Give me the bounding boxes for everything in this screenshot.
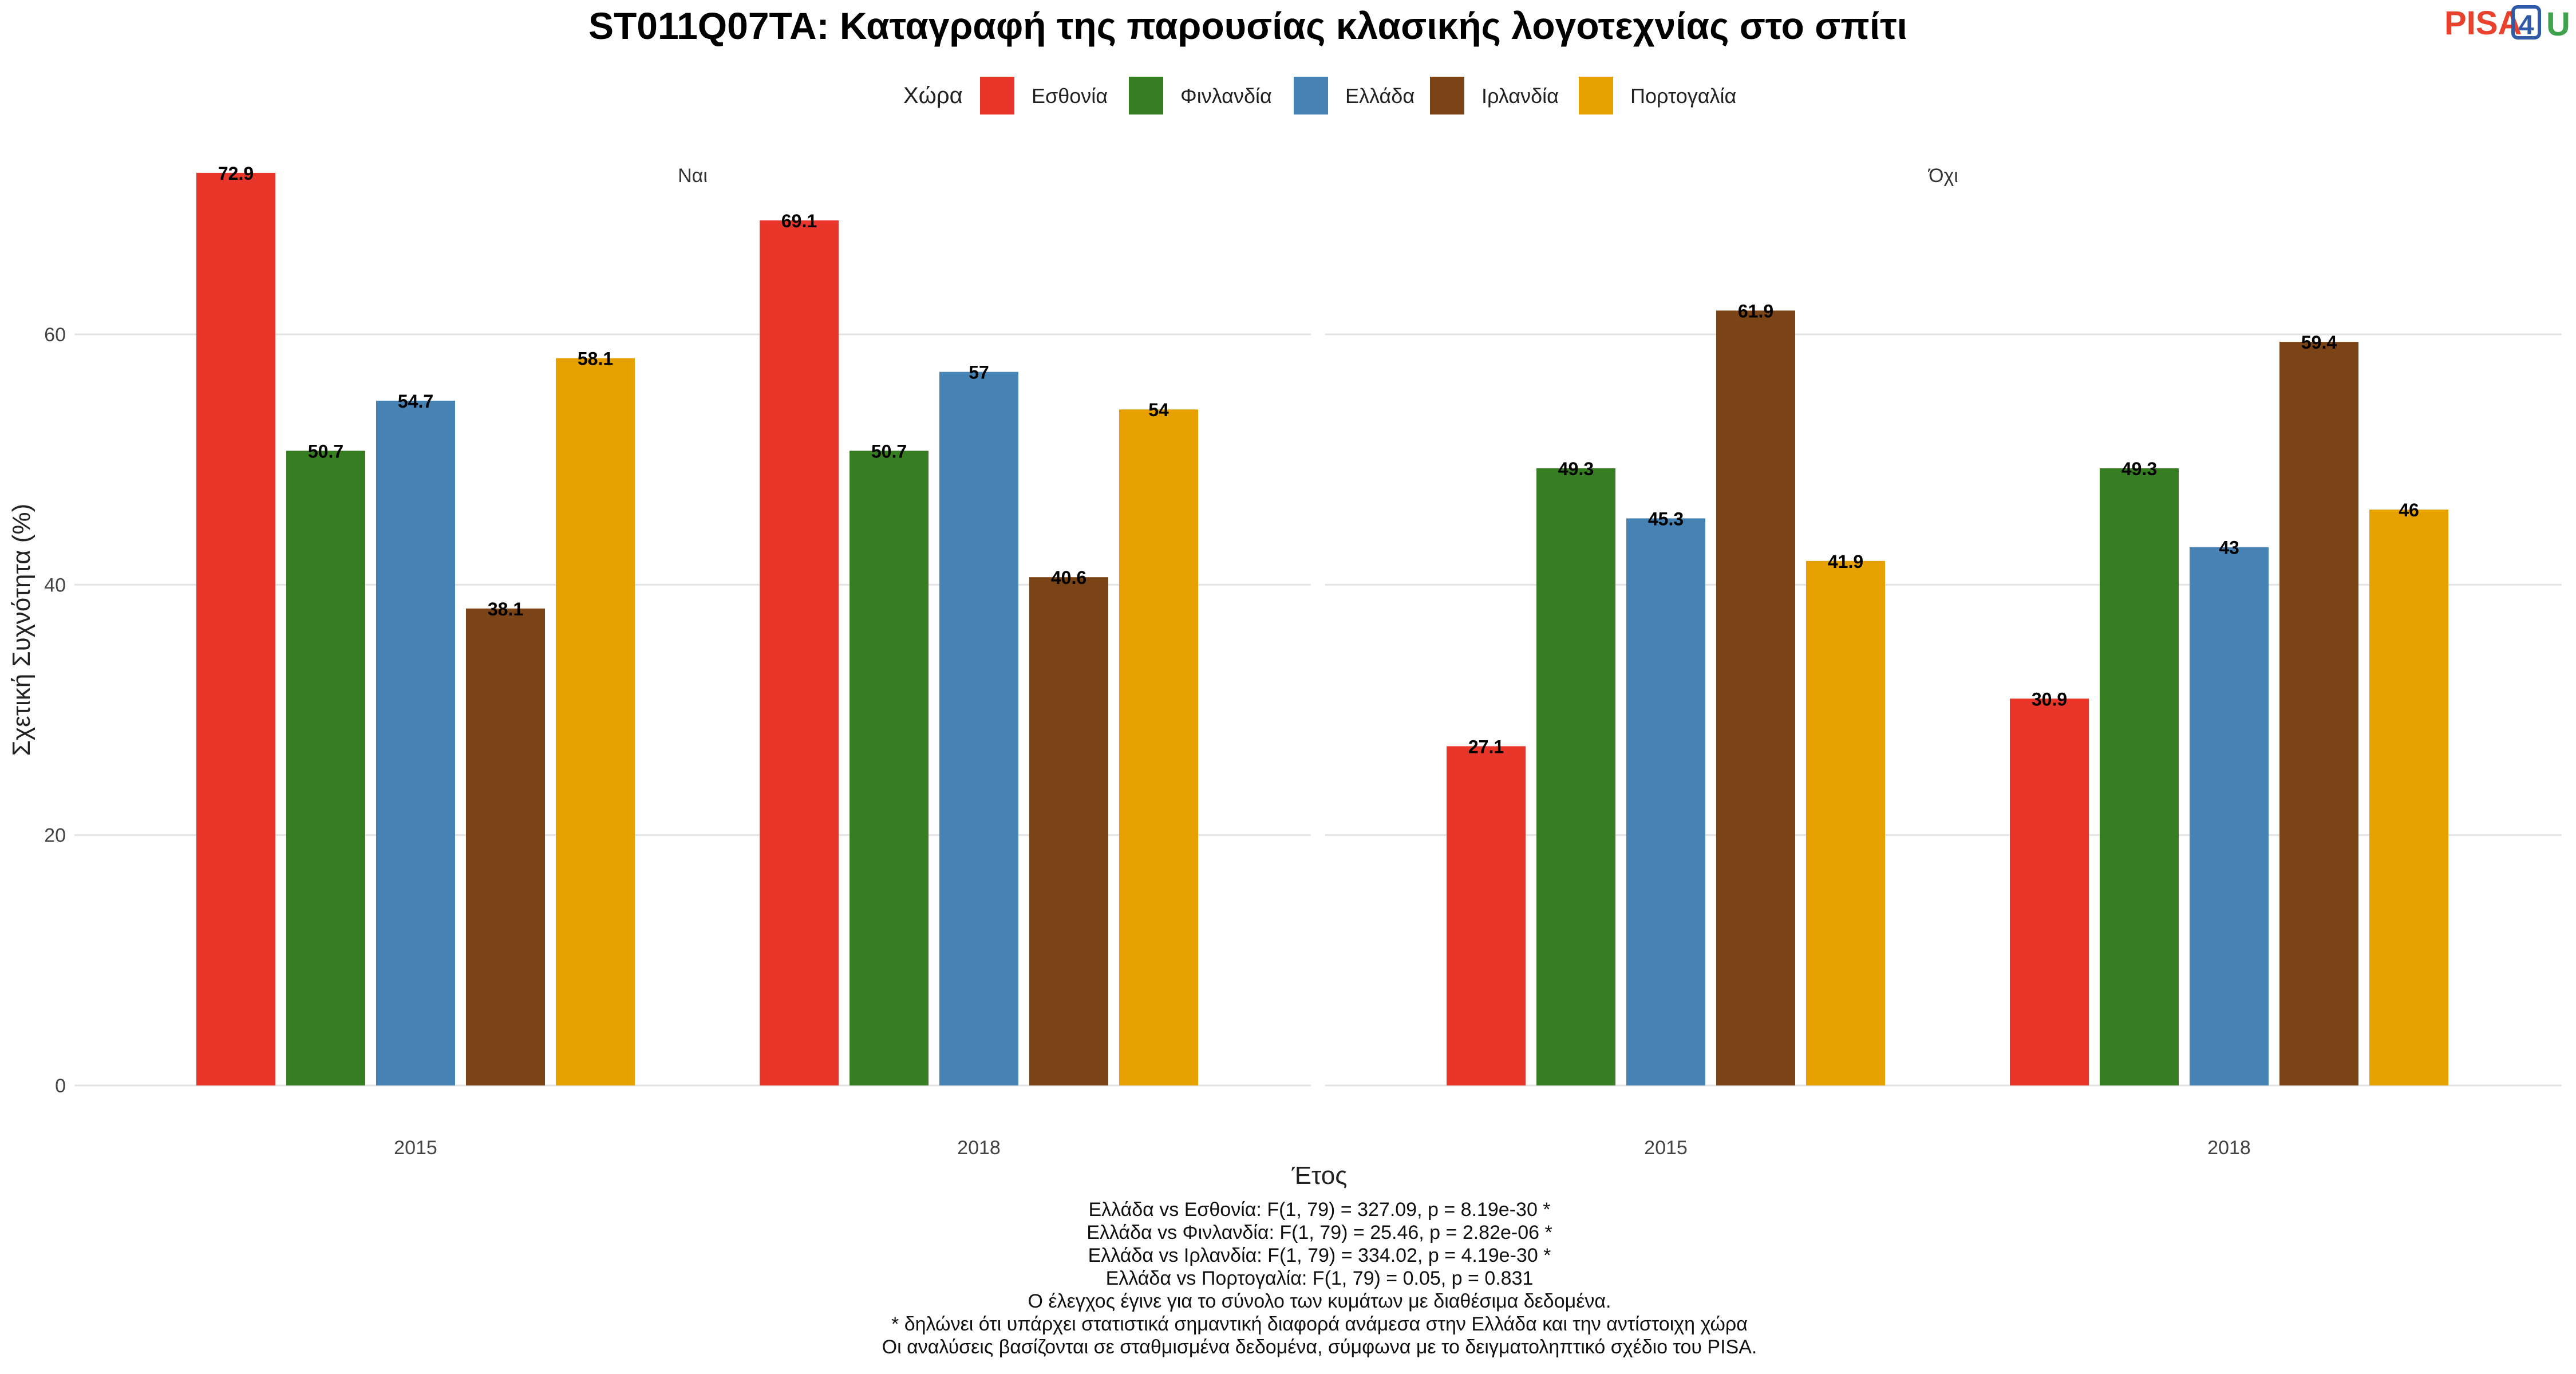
y-tick-label: 40 <box>44 574 66 596</box>
bar <box>2100 468 2179 1085</box>
x-tick-label: 2018 <box>957 1137 1001 1159</box>
bar-value-label: 72.9 <box>218 163 254 184</box>
bar <box>2190 547 2269 1085</box>
bar-value-label: 41.9 <box>1828 551 1863 572</box>
bar <box>1447 746 1526 1085</box>
facet-panel-1: 0 20 40 60 Ναι 72.9 50.7 54.7 38.1 58.1 2015 69.1 50… <box>44 163 1311 1159</box>
bar-value-label: 49.3 <box>1558 459 1594 479</box>
bar <box>760 220 839 1086</box>
bar <box>1806 560 1885 1085</box>
legend-label-5: Πορτογαλία <box>1630 84 1736 108</box>
bar <box>939 372 1018 1085</box>
bar-value-label: 58.1 <box>578 349 613 369</box>
facet-strip-label: Ναι <box>678 165 708 187</box>
bar <box>196 172 275 1085</box>
logo-four-text: 4 <box>2519 10 2534 41</box>
pisa4u-logo: PISA 4 U <box>2444 5 2570 43</box>
bar <box>2010 698 2089 1085</box>
logo-pisa-text: PISA <box>2444 5 2522 42</box>
logo-u-text: U <box>2546 6 2570 43</box>
facet-panel-2: Όχι 27.1 49.3 45.3 61.9 41.9 2015 30.9 49.3 43 59.… <box>1325 165 2562 1159</box>
legend-swatch-4 <box>1430 77 1464 114</box>
plot-area: 0 20 40 60 Ναι 72.9 50.7 54.7 38.1 58.1 2015 69.1 50… <box>44 163 2562 1159</box>
bar-value-label: 30.9 <box>2032 689 2067 709</box>
bar-value-label: 40.6 <box>1051 567 1086 588</box>
bar-value-label: 69.1 <box>781 211 817 231</box>
note-line: Οι αναλύσεις βασίζονται σε σταθμισμένα δ… <box>882 1336 1757 1358</box>
legend-label-1: Εσθονία <box>1032 84 1108 108</box>
bar-value-label: 38.1 <box>488 599 523 619</box>
x-axis-title: Έτος <box>1291 1162 1348 1190</box>
bar <box>466 608 545 1085</box>
bar <box>1029 577 1108 1085</box>
bar-value-label: 50.7 <box>308 441 343 461</box>
legend-swatch-1 <box>980 77 1014 114</box>
legend-swatch-2 <box>1129 77 1163 114</box>
note-line: Ελλάδα vs Εσθονία: F(1, 79) = 327.09, p … <box>1088 1199 1550 1221</box>
note-line: Ελλάδα vs Πορτογαλία: F(1, 79) = 0.05, p… <box>1106 1268 1534 1289</box>
note-line: * δηλώνει ότι υπάρχει στατιστικά σημαντι… <box>891 1313 1748 1335</box>
legend-label-3: Ελλάδα <box>1345 84 1415 108</box>
bar-value-label: 54 <box>1148 400 1169 420</box>
x-tick-label: 2015 <box>394 1137 437 1159</box>
bar-value-label: 61.9 <box>1738 301 1773 321</box>
bar-value-label: 49.3 <box>2121 459 2157 479</box>
note-line: Ο έλεγχος έγινε για το σύνολο των κυμάτω… <box>1028 1290 1611 1312</box>
bar-value-label: 54.7 <box>398 391 433 412</box>
bar-value-label: 50.7 <box>871 441 907 461</box>
legend: Χώρα Εσθονία Φινλανδία Ελλάδα Ιρλανδία Πορτο… <box>903 77 1736 114</box>
bar-value-label: 27.1 <box>1468 736 1504 757</box>
facet-strip-label: Όχι <box>1927 165 1958 187</box>
chart-title: ST011Q07TA: Καταγραφή της παρουσίας κλασ… <box>588 5 1907 47</box>
bar <box>1716 310 1795 1085</box>
bar <box>286 451 365 1085</box>
legend-label-2: Φινλανδία <box>1180 84 1272 108</box>
bar <box>376 400 455 1085</box>
bar-value-label: 59.4 <box>2301 332 2337 353</box>
legend-label-4: Ιρλανδία <box>1481 84 1559 108</box>
note-line: Ελλάδα vs Ιρλανδία: F(1, 79) = 334.02, p… <box>1088 1245 1551 1266</box>
bar-value-label: 43 <box>2219 538 2239 558</box>
legend-title: Χώρα <box>903 83 963 108</box>
legend-swatch-3 <box>1294 77 1328 114</box>
y-axis-title: Σχετική Συχνότητα (%) <box>7 504 35 756</box>
svg-text:PISA: PISA <box>2444 5 2522 42</box>
y-tick-label: 0 <box>55 1075 66 1097</box>
x-tick-label: 2018 <box>2207 1137 2251 1159</box>
chart-notes: Ελλάδα vs Εσθονία: F(1, 79) = 327.09, p … <box>882 1199 1757 1358</box>
bar-value-label: 57 <box>969 362 989 383</box>
note-line: Ελλάδα vs Φινλανδία: F(1, 79) = 25.46, p… <box>1086 1222 1552 1243</box>
x-tick-label: 2015 <box>1644 1137 1688 1159</box>
bar <box>2279 342 2358 1085</box>
bar <box>1626 518 1705 1085</box>
bar <box>556 358 635 1086</box>
y-tick-label: 20 <box>44 825 66 847</box>
bar <box>1119 409 1198 1086</box>
logo-four-box <box>2511 5 2541 40</box>
bar <box>2369 510 2448 1085</box>
bar <box>850 451 929 1085</box>
bar-value-label: 45.3 <box>1648 508 1684 529</box>
y-tick-label: 60 <box>44 324 66 346</box>
bar <box>1536 468 1615 1085</box>
legend-swatch-5 <box>1579 77 1613 114</box>
bar-value-label: 46 <box>2399 500 2419 520</box>
